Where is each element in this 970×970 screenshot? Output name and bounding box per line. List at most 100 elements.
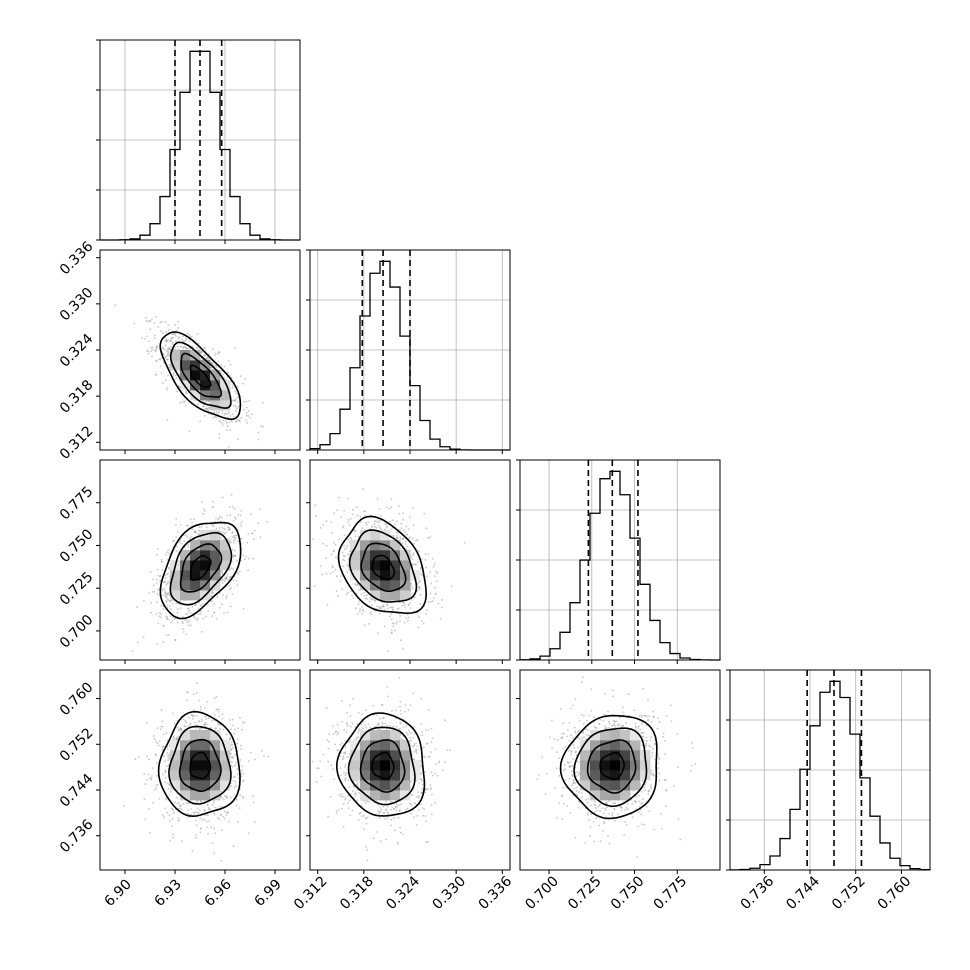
sample-point (164, 776, 167, 779)
sample-point (355, 592, 358, 595)
sample-point (372, 837, 375, 840)
sample-point (218, 433, 221, 435)
sample-point (166, 739, 169, 742)
sample-point (247, 569, 250, 572)
sample-point (346, 570, 349, 573)
sample-point (313, 585, 316, 587)
sample-point (215, 366, 218, 368)
sample-point (166, 597, 169, 600)
x-tick-label-0-0: 6.90 (101, 876, 134, 909)
sample-point (425, 566, 427, 569)
sample-point (187, 610, 190, 613)
sample-point (165, 765, 168, 767)
contour-1-0-0 (189, 364, 212, 388)
sample-point (235, 762, 238, 764)
sample-point (231, 536, 234, 538)
x-tick-label-0-3: 6.99 (251, 876, 284, 909)
sample-point (194, 811, 197, 814)
sample-point (433, 575, 436, 577)
sample-point (227, 578, 230, 581)
sample-point (169, 600, 172, 603)
sample-point (156, 727, 159, 729)
sample-point (223, 612, 225, 614)
sample-point (352, 597, 355, 600)
sample-point (225, 422, 228, 424)
sample-point (242, 773, 245, 775)
y-tick-label-3-1: 0.744 (57, 771, 97, 811)
sample-point (180, 808, 183, 811)
sample-point (223, 817, 226, 820)
sample-point (187, 607, 190, 610)
sample-point (167, 756, 170, 758)
sample-point (197, 607, 200, 610)
sample-point (254, 758, 256, 761)
density-cell (390, 590, 401, 601)
sample-point (435, 580, 438, 583)
sample-point (359, 608, 361, 610)
density-cell (200, 740, 211, 751)
sample-point (347, 591, 349, 594)
sample-point (215, 517, 218, 520)
sample-point (235, 798, 238, 801)
sample-point (226, 814, 228, 817)
sample-point (335, 575, 338, 578)
sample-point (167, 549, 170, 551)
sample-point (389, 615, 391, 618)
sample-point (396, 520, 398, 522)
sample-point (430, 601, 432, 603)
sample-point (215, 709, 218, 711)
sample-point (243, 722, 246, 724)
sample-point (155, 360, 158, 363)
sample-point (187, 546, 190, 548)
sample-point (235, 784, 237, 787)
sample-point (395, 622, 398, 625)
sample-point (394, 629, 396, 632)
sample-point (184, 719, 187, 722)
sample-point (418, 795, 420, 797)
sample-point (160, 612, 163, 615)
sample-point (325, 572, 328, 575)
sample-point (342, 825, 345, 828)
sample-point (182, 802, 185, 805)
sample-point (165, 584, 168, 586)
sample-point (413, 596, 416, 599)
sample-point (151, 767, 154, 769)
contour-3-0-3 (157, 710, 241, 818)
contour-1-0-3 (159, 331, 242, 420)
sample-point (155, 613, 158, 615)
sample-point (153, 322, 156, 325)
sample-point (187, 809, 190, 811)
sample-point (239, 375, 242, 377)
sample-point (226, 514, 229, 517)
sample-point (195, 801, 198, 804)
density-cell (180, 350, 191, 361)
sample-point (377, 632, 379, 634)
density-cell (400, 560, 411, 571)
sample-point (171, 342, 174, 345)
contour-1-0-2 (169, 341, 232, 409)
sample-point (176, 611, 179, 614)
density-cell (390, 570, 401, 581)
sample-point (245, 555, 248, 558)
sample-point (168, 592, 171, 595)
sample-point (416, 582, 419, 585)
sample-point (162, 624, 165, 627)
sample-point (196, 403, 199, 406)
sample-point (177, 337, 180, 340)
sample-point (153, 584, 155, 587)
sample-point (154, 334, 156, 337)
sample-point (432, 597, 435, 600)
sample-point (212, 416, 215, 419)
density-cell (190, 780, 201, 791)
panel-frame-0-0 (99, 39, 301, 241)
sample-point (343, 534, 346, 537)
sample-point (413, 542, 415, 545)
sample-point (192, 693, 195, 695)
sample-point (196, 682, 199, 685)
sample-point (172, 736, 175, 738)
sample-point (192, 811, 195, 814)
sample-point (182, 628, 184, 630)
sample-point (221, 603, 223, 606)
sample-point (218, 715, 220, 718)
